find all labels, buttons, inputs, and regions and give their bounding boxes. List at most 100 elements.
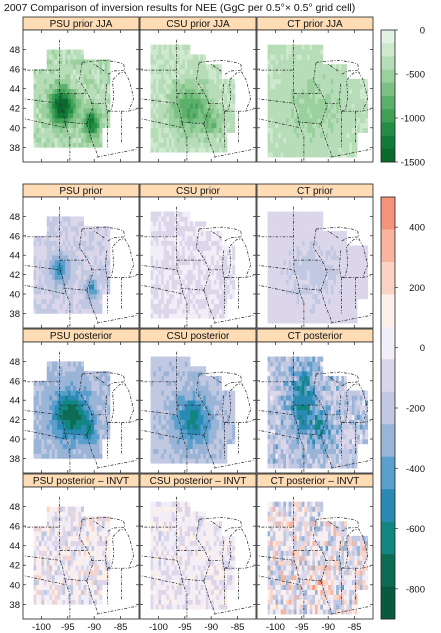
heatmap-cell <box>70 113 74 119</box>
heatmap-cell <box>328 279 332 285</box>
heatmap-cell <box>70 64 74 70</box>
heatmap-cell <box>96 434 100 440</box>
heatmap-cell <box>267 127 271 133</box>
heatmap-cell <box>211 113 215 119</box>
heatmap-cell <box>320 318 324 324</box>
heatmap-cell <box>267 54 271 60</box>
heatmap-cell <box>346 108 350 114</box>
heatmap-cell <box>293 264 297 271</box>
heatmap-cell <box>70 49 74 55</box>
heatmap-cell <box>102 260 106 266</box>
heatmap-cell <box>299 152 303 158</box>
heatmap-cell <box>184 414 188 420</box>
heatmap-cell <box>163 78 167 85</box>
heatmap-cell <box>161 74 165 80</box>
heatmap-cell <box>62 226 66 232</box>
heatmap-cell <box>301 264 305 271</box>
heatmap-cell <box>293 216 297 222</box>
heatmap-cell <box>179 103 183 109</box>
heatmap-cell <box>36 240 40 246</box>
heatmap-cell <box>211 240 215 246</box>
heatmap-cell <box>293 255 297 261</box>
heatmap-cell <box>86 78 90 85</box>
heatmap-cell <box>81 448 84 454</box>
heatmap-cell <box>62 113 66 119</box>
heatmap-cell <box>320 127 324 133</box>
heatmap-cell <box>155 443 159 450</box>
heatmap-cell <box>182 303 186 309</box>
heatmap-cell <box>94 250 98 256</box>
heatmap-cell <box>78 274 82 280</box>
heatmap-cell <box>46 74 50 80</box>
heatmap-cell <box>166 98 170 104</box>
heatmap-cell <box>309 245 313 251</box>
heatmap-cell <box>150 419 154 425</box>
heatmap-cell <box>320 303 324 309</box>
heatmap-cell <box>312 318 316 324</box>
heatmap-cell <box>275 137 279 143</box>
heatmap-cells <box>150 211 236 319</box>
heatmap-cell <box>221 132 225 138</box>
heatmap-cell <box>46 98 50 104</box>
heatmap-cell <box>161 269 165 275</box>
heatmap-cell <box>283 69 287 75</box>
heatmap-cell <box>283 132 287 138</box>
heatmap-cell <box>102 230 106 237</box>
heatmap-cell <box>52 429 55 435</box>
heatmap-cell <box>52 424 55 430</box>
heatmap-cell <box>346 264 350 271</box>
heatmap-cell <box>163 64 167 70</box>
heatmap-cell <box>78 279 82 285</box>
heatmap-cell <box>163 303 167 309</box>
heatmap-cell <box>317 64 321 70</box>
heatmap-cell <box>267 303 271 309</box>
heatmap-cell <box>107 250 111 256</box>
heatmap-cell <box>102 235 106 241</box>
heatmap-cell <box>299 221 303 227</box>
state-border <box>209 229 222 239</box>
heatmap-cell <box>49 230 53 237</box>
heatmap-cell <box>54 371 58 377</box>
heatmap-cell <box>174 78 178 85</box>
heatmap-cell <box>304 279 308 285</box>
heatmap-cell <box>57 216 61 222</box>
heatmap-cell <box>99 395 103 401</box>
heatmap-cell <box>96 409 100 416</box>
heatmap-cell <box>221 113 225 119</box>
heatmap-cell <box>317 103 321 109</box>
heatmap-cell <box>150 59 154 65</box>
heatmap-cell <box>187 64 191 70</box>
heatmap-cell <box>359 122 363 129</box>
heatmap-cell <box>362 284 366 290</box>
heatmap-cell <box>67 380 71 386</box>
heatmap-cell <box>229 274 233 280</box>
heatmap-cell <box>299 83 303 89</box>
heatmap-cell <box>219 284 223 290</box>
heatmap-cell <box>275 44 279 50</box>
state-border <box>79 373 94 436</box>
heatmap-cell <box>75 274 79 280</box>
heatmap-cell <box>49 443 53 450</box>
heatmap-cell <box>216 298 220 305</box>
heatmap-cell <box>59 284 63 290</box>
heatmap-cell <box>65 59 69 65</box>
heatmap-cell <box>161 59 165 65</box>
heatmap-cell <box>38 74 42 80</box>
heatmap-cell <box>283 88 287 94</box>
heatmap-cell <box>161 405 165 411</box>
heatmap-cell <box>46 49 50 55</box>
heatmap-cell <box>286 54 289 60</box>
heatmap-cell <box>320 289 324 295</box>
heatmap-cell <box>270 64 274 70</box>
heatmap-cell <box>91 380 95 386</box>
heatmap-cell <box>317 83 321 89</box>
heatmap-cell <box>67 405 71 411</box>
heatmap-cell <box>44 74 48 80</box>
heatmap-cell <box>59 54 63 60</box>
heatmap-cell <box>155 142 159 148</box>
heatmap-cell <box>293 245 297 251</box>
heatmap-cell <box>312 269 316 275</box>
heatmap-cell <box>88 59 92 65</box>
heatmap-cell <box>216 98 220 104</box>
heatmap-cell <box>344 142 347 148</box>
